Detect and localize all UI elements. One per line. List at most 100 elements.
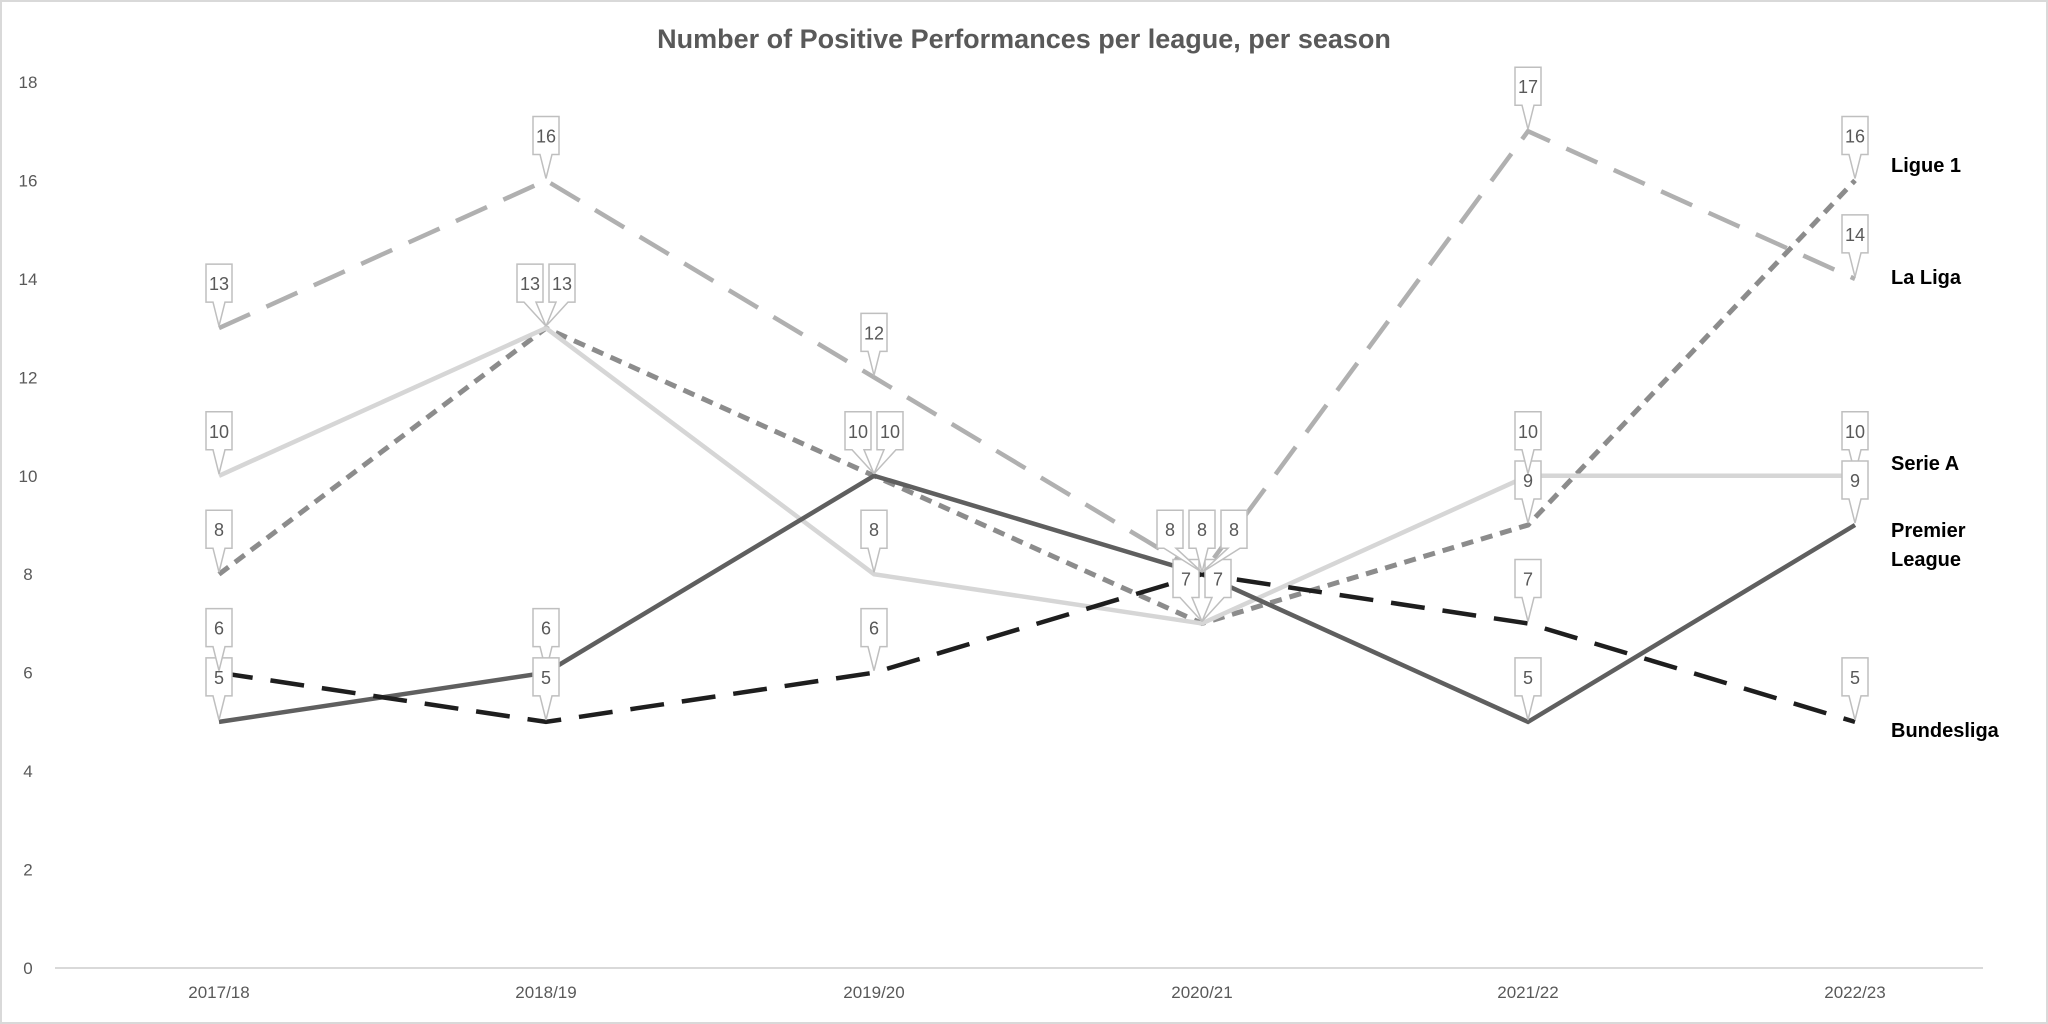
data-label-callout [516,263,547,327]
data-label-value: 6 [869,619,879,639]
data-label: 7 [1514,558,1542,622]
data-label-callout [860,607,888,671]
data-label-value: 16 [1845,126,1865,146]
series-line-la-liga [218,128,1856,578]
data-label-value: 10 [1845,422,1865,442]
data-label: 5 [1841,657,1869,721]
data-label-value: 10 [1518,422,1538,442]
data-label: 14 [1841,214,1869,278]
data-label: 6 [205,607,233,671]
data-label-value: 13 [552,274,572,294]
data-label-value: 6 [214,619,224,639]
data-label-callout [1841,115,1869,179]
data-label-callout [532,115,560,179]
data-label: 8 [1188,509,1216,573]
data-label: 10 [1841,411,1869,474]
y-tick-label: 16 [19,171,38,190]
y-tick-label: 4 [23,762,32,781]
data-label-callout [1841,214,1869,278]
data-label-callout [545,263,576,327]
data-label-value: 10 [880,422,900,442]
data-label-value: 8 [1197,520,1207,540]
data-label-callout [860,509,888,573]
data-label-callout [1156,509,1203,573]
x-tick-label: 2020/21 [1171,983,1232,1002]
data-label-value: 7 [1181,569,1191,589]
legend-label: La Liga [1891,267,1962,289]
data-label-callout [532,657,560,721]
data-label-callout [1514,558,1542,622]
data-label-value: 8 [214,520,224,540]
data-label: 17 [1514,66,1542,130]
x-tick-label: 2018/19 [515,983,576,1002]
data-label: 9 [1841,460,1869,524]
y-tick-label: 0 [23,959,32,978]
data-label: 7 [1201,558,1232,622]
data-label-callout [844,411,875,475]
data-label-value: 14 [1845,225,1865,245]
data-label: 5 [532,657,560,721]
data-label-value: 5 [1850,668,1860,688]
data-label-value: 9 [1523,471,1533,491]
legend-label: Ligue 1 [1891,155,1961,177]
x-tick-label: 2019/20 [843,983,904,1002]
x-tick-label: 2022/23 [1824,983,1885,1002]
legend-label: League [1891,549,1961,571]
chart-title: Number of Positive Performances per leag… [657,24,1391,54]
data-label-callout [1841,460,1869,524]
x-tick-label: 2017/18 [188,983,249,1002]
data-label-callout [1514,657,1542,721]
data-label: 7 [1172,558,1203,622]
data-label-value: 13 [520,274,540,294]
y-tick-label: 12 [19,368,38,387]
legend-label: Serie A [1891,453,1959,475]
data-label-value: 9 [1850,471,1860,491]
data-label-value: 17 [1518,77,1538,97]
data-label-value: 10 [848,422,868,442]
data-label-callout [1514,66,1542,130]
data-label-value: 6 [541,619,551,639]
y-tick-label: 10 [19,467,38,486]
y-tick-label: 2 [23,861,32,880]
y-tick-label: 14 [19,270,38,289]
data-label-callout [1514,411,1542,474]
data-label-callout [1201,509,1248,573]
series-line-bundesliga [218,571,1856,725]
data-label-value: 8 [1229,520,1239,540]
data-label-callout [205,263,233,327]
data-label: 10 [1514,411,1542,474]
data-label-callout [205,509,233,573]
data-label-callout [1201,558,1232,622]
y-tick-label: 8 [23,565,32,584]
data-label-value: 16 [536,126,556,146]
data-label: 8 [1156,509,1203,573]
data-label-callout [205,411,233,474]
data-label: 10 [205,411,233,474]
data-label-callout [1841,657,1869,721]
series-line-ligue-1 [217,178,1857,627]
x-tick-label: 2021/22 [1497,983,1558,1002]
data-label: 5 [205,657,233,721]
data-label: 10 [873,411,904,475]
data-label: 12 [860,312,888,376]
data-label-value: 7 [1213,569,1223,589]
data-label: 8 [1201,509,1248,573]
series-line-premier-league [218,473,1857,725]
data-label: 5 [1514,657,1542,721]
data-label-callout [860,312,888,376]
data-label-callout [205,607,233,671]
data-label-value: 13 [209,274,229,294]
data-label: 13 [545,263,576,327]
series-line-serie-a [218,325,1855,626]
data-label-callout [1514,460,1542,524]
data-label: 13 [205,263,233,327]
data-label-callout [1188,509,1216,573]
data-label: 9 [1514,460,1542,524]
data-label-value: 12 [864,323,884,343]
data-label-value: 7 [1523,569,1533,589]
data-label-value: 10 [209,422,229,442]
legend-label: Premier [1891,520,1966,542]
data-label-value: 8 [1165,520,1175,540]
data-label: 13 [516,263,547,327]
data-label-value: 5 [541,668,551,688]
